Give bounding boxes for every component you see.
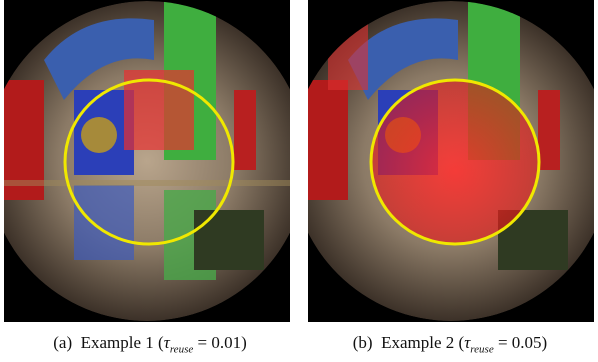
caption-text: Example 2	[381, 333, 454, 352]
caption: (a) Example 1 (τreuse = 0.01)	[0, 333, 300, 355]
caption-text: Example 1	[81, 333, 154, 352]
scene	[4, 0, 290, 321]
caption-label: (b)	[353, 333, 373, 352]
page: (a) Example 1 (τreuse = 0.01) (b) Exampl…	[0, 0, 598, 362]
caption-relation: = 0.01	[197, 333, 241, 352]
caption: (b) Example 2 (τreuse = 0.05)	[300, 333, 598, 355]
panel-a	[4, 0, 290, 322]
scene	[308, 0, 594, 321]
caption-subscript: reuse	[170, 343, 193, 355]
panel-b	[308, 0, 594, 322]
caption-subscript: reuse	[470, 343, 493, 355]
caption-label: (a)	[53, 333, 72, 352]
caption-relation: = 0.05	[498, 333, 542, 352]
